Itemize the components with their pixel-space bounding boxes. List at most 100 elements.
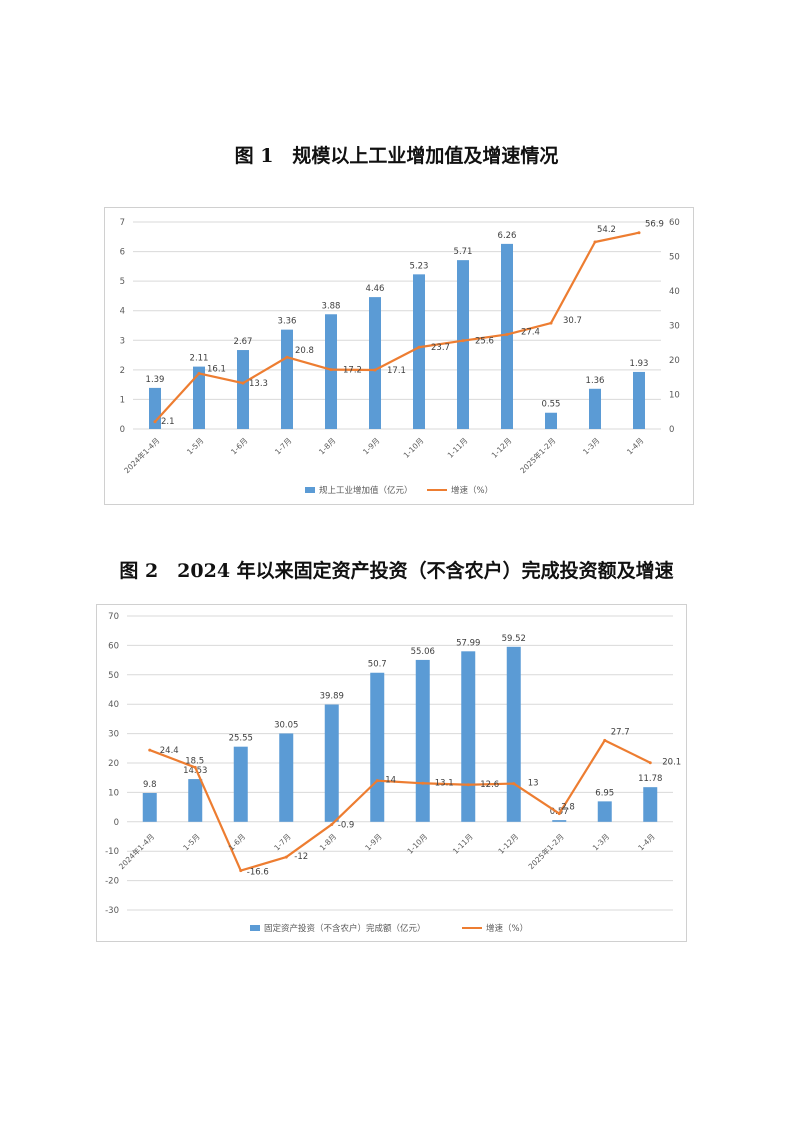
line-data-label: 24.4 xyxy=(160,746,179,756)
x-category-label: 1-5月 xyxy=(181,832,201,852)
growth-line xyxy=(149,739,651,872)
line-data-label: 13.1 xyxy=(435,778,454,788)
bar-data-label: 2.67 xyxy=(234,337,253,347)
line-data-label: 16.1 xyxy=(207,364,226,374)
y-left-tick-label: 60 xyxy=(108,641,119,651)
bar-data-label: 25.55 xyxy=(229,734,253,744)
x-category-label: 1-9月 xyxy=(361,436,381,456)
line-data-label: 30.7 xyxy=(563,316,582,326)
x-category-label: 2024年1-4月 xyxy=(122,435,162,475)
bar-data-label: 9.8 xyxy=(143,780,157,790)
line-data-label: 2.1 xyxy=(161,417,175,427)
y-left-tick-label: 4 xyxy=(120,307,125,317)
bar-data-label: 1.36 xyxy=(586,376,605,386)
bar xyxy=(233,746,248,822)
line-data-label: -16.6 xyxy=(247,868,269,878)
bar-data-label: 55.06 xyxy=(411,647,435,657)
y-left-tick-label: 50 xyxy=(108,671,119,681)
y-right-tick-label: 10 xyxy=(669,391,680,401)
line-point xyxy=(557,812,561,816)
y-right-tick-label: 0 xyxy=(669,425,674,435)
growth-line xyxy=(154,231,640,423)
x-category-label: 1-6月 xyxy=(227,832,247,852)
line-point xyxy=(373,368,377,372)
x-category-label: 1-5月 xyxy=(185,436,205,456)
x-category-label: 1-6月 xyxy=(229,436,249,456)
y-right-tick-label: 30 xyxy=(669,322,680,332)
line-point xyxy=(466,783,470,787)
line-point xyxy=(284,855,288,859)
y-left-tick-label: 70 xyxy=(108,612,119,622)
y-left-tick-label: 6 xyxy=(120,248,125,258)
bar-data-label: 4.46 xyxy=(366,284,385,294)
y-left-tick-label: 20 xyxy=(108,759,119,769)
line-point xyxy=(421,781,425,785)
y-right-tick-label: 20 xyxy=(669,356,680,366)
x-category-label: 1-3月 xyxy=(581,436,601,456)
line-data-label: 14 xyxy=(385,776,396,786)
bar-data-label: 2.11 xyxy=(190,354,209,364)
bar xyxy=(545,412,557,429)
bar xyxy=(369,297,381,429)
chart-2-frame: -30 -20 -10 0 10 20 30 40 50 60 70 9.8 14.53 25.55 30.… xyxy=(96,604,687,942)
bar xyxy=(279,733,294,822)
legend-bar-label: 固定资产投资（不含农户）完成额（亿元） xyxy=(264,923,426,934)
line-point xyxy=(648,761,652,765)
y-left-tick-label: -10 xyxy=(105,847,119,857)
bar xyxy=(643,787,658,822)
x-category-label: 1-10月 xyxy=(402,436,426,460)
y-left-tick-label: 5 xyxy=(120,277,125,287)
x-category-label: 1-11月 xyxy=(451,832,475,856)
y-left-tick-label: 7 xyxy=(120,218,125,228)
line-data-label: 27.7 xyxy=(611,727,630,737)
bar xyxy=(142,792,157,822)
line-data-label: -0.9 xyxy=(338,820,355,830)
y-left-tick-label: 1 xyxy=(120,395,125,405)
bar-data-label: 1.39 xyxy=(146,375,165,385)
x-category-label: 1-3月 xyxy=(591,832,611,852)
y-left-tick-label: -20 xyxy=(105,877,119,887)
line-point xyxy=(461,339,465,343)
bar-data-label: 39.89 xyxy=(320,692,344,702)
line-point xyxy=(330,822,334,826)
x-category-label: 1-11月 xyxy=(446,436,470,460)
x-category-label: 1-12月 xyxy=(490,436,514,460)
line-point xyxy=(417,345,421,349)
bar xyxy=(188,779,203,822)
legend-line-label: 增速（%） xyxy=(486,923,528,934)
legend-bar-label: 规上工业增加值（亿元） xyxy=(319,485,413,496)
line-point xyxy=(375,779,379,783)
x-category-label: 1-9月 xyxy=(363,832,383,852)
bar-data-label: 50.7 xyxy=(368,660,387,670)
bar-data-label: 5.71 xyxy=(454,247,473,257)
bar-data-label: 0.55 xyxy=(542,400,561,410)
figure-1-title: 图 1 规模以上工业增加值及增速情况 xyxy=(234,145,559,167)
x-category-label: 1-8月 xyxy=(318,832,338,852)
line-point xyxy=(197,371,201,375)
y-right-tick-label: 60 xyxy=(669,218,680,228)
bar xyxy=(281,329,293,429)
legend-bar-swatch xyxy=(250,925,260,931)
line-data-label: 17.1 xyxy=(387,366,406,376)
y-right-tick-label: 40 xyxy=(669,287,680,297)
chart-2: -30 -20 -10 0 10 20 30 40 50 60 70 9.8 14.53 25.55 30.… xyxy=(105,612,681,934)
line-data-label: 25.6 xyxy=(475,337,494,347)
x-category-label: 1-4月 xyxy=(625,436,645,456)
line-point xyxy=(148,748,152,752)
line-data-label: 18.5 xyxy=(185,756,204,766)
line-point xyxy=(285,355,289,359)
bar-data-label: 14.53 xyxy=(183,766,207,776)
y-left-tick-label: -30 xyxy=(105,906,119,916)
bar-data-label: 1.93 xyxy=(630,359,649,369)
bar xyxy=(589,388,601,429)
line-data-label: 13 xyxy=(528,779,539,789)
line-data-label: 2.8 xyxy=(561,803,575,813)
bar xyxy=(506,646,521,822)
line-point xyxy=(153,420,157,424)
bar xyxy=(324,704,339,822)
y-left-tick-label: 30 xyxy=(108,730,119,740)
x-category-label: 1-7月 xyxy=(273,436,293,456)
line-data-label: 20.1 xyxy=(662,758,681,768)
bar xyxy=(457,260,469,429)
bar xyxy=(415,659,430,822)
